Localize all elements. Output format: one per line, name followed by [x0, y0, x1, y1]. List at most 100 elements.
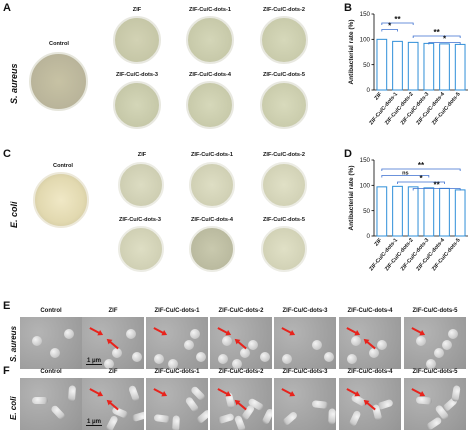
bacterium	[282, 354, 292, 365]
sem-image-control-e	[20, 317, 82, 369]
sem-image-d2-f	[210, 378, 272, 430]
red-arrow-icon	[281, 388, 293, 396]
sem-label-d5-e: ZIF-Cu/C-dots-5	[412, 308, 458, 314]
bacterium	[168, 358, 178, 369]
sem-image-d4-e	[339, 317, 401, 369]
sem-image-d2-e	[210, 317, 272, 369]
bacterium	[105, 414, 119, 430]
y-axis-label: Antibacterial rate (%)	[348, 19, 355, 84]
bar-4	[439, 187, 450, 237]
y-tick-label: 50	[363, 62, 370, 69]
bacterium	[311, 400, 329, 409]
bacterium	[104, 358, 114, 369]
bar-3	[423, 187, 435, 237]
sem-image-d1-f	[146, 378, 208, 430]
sem-label-d2-e: ZIF-Cu/C-dots-2	[218, 308, 264, 314]
plate-d1-c	[189, 162, 235, 208]
sem-image-zif-e: 1 μm	[82, 317, 144, 369]
chart-d: 0 50 100 150 Antibacterial rate (%) ZIF ZIF-Cu…	[348, 157, 468, 272]
bacterium	[49, 404, 67, 421]
plate-d3-a	[113, 81, 161, 129]
plate-d5-c	[261, 226, 307, 272]
bacterium	[261, 408, 272, 426]
bacterium	[434, 348, 444, 359]
bacterium	[240, 348, 250, 359]
bar-1	[392, 40, 403, 91]
plate-label-d3-a: ZIF-Cu/C-dots-3	[116, 72, 158, 78]
panel-label-a: A	[3, 2, 11, 14]
sem-label-zif-f: ZIF	[108, 369, 118, 375]
bacterium	[196, 352, 206, 363]
bar-1	[392, 185, 403, 237]
bacterium	[195, 409, 208, 425]
sem-image-zif-f: 1 μm	[82, 378, 144, 430]
bacterium	[154, 354, 164, 365]
x-tick-label-0: ZIF	[374, 237, 384, 248]
y-axis-label: Antibacterial rate (%)	[348, 165, 355, 230]
plate-d1-a	[186, 16, 234, 64]
sem-image-d3-e	[274, 317, 336, 369]
plate-d4-c	[189, 226, 235, 272]
bacterium	[451, 385, 461, 403]
bacterium	[232, 358, 242, 369]
bracket-0	[381, 168, 461, 171]
bracket-label-1: ns	[402, 171, 409, 177]
plate-label-d5-a: ZIF-Cu/C-dots-5	[263, 72, 305, 78]
bracket-2	[412, 35, 461, 38]
bacterium	[190, 329, 200, 340]
bracket-label-0: **	[394, 15, 401, 24]
plate-label-d2-c: ZIF-Cu/C-dots-2	[263, 152, 305, 158]
panel-label-c: C	[3, 148, 11, 160]
sem-label-d2-f: ZIF-Cu/C-dots-2	[218, 369, 264, 375]
bacterium	[312, 339, 322, 350]
bacterium	[377, 339, 387, 350]
sem-organism-label-e-coli: E. coli	[9, 396, 18, 420]
sem-label-d3-e: ZIF-Cu/C-dots-3	[282, 308, 328, 314]
plate-d4-a	[186, 81, 234, 129]
bracket-label-2: **	[434, 28, 441, 37]
bacterium	[184, 339, 194, 350]
bacterium	[347, 354, 357, 365]
scale-bar: 1 μm	[86, 358, 103, 365]
bracket-3	[412, 188, 461, 191]
bacterium	[222, 335, 232, 346]
bacterium	[351, 335, 361, 346]
red-arrow-icon	[89, 327, 101, 335]
bar-3	[423, 42, 435, 91]
bacterium	[448, 329, 458, 340]
bacterium	[348, 410, 362, 428]
plate-d2-a	[260, 16, 308, 64]
sem-image-d1-e	[146, 317, 208, 369]
chart-b: 0 50 100 150 Antibacterial rate (%) ZIF ZIF-Cu…	[348, 11, 468, 126]
sem-label-d5-f: ZIF-Cu/C-dots-5	[412, 369, 458, 375]
panel-label-b: B	[344, 2, 352, 14]
organism-label-e-coli: E. coli	[9, 201, 19, 228]
bar-5	[454, 43, 466, 91]
bracket-label-0: **	[418, 161, 425, 170]
sem-image-d5-e	[404, 317, 466, 369]
bacterium	[324, 352, 334, 363]
bracket-2	[397, 181, 445, 184]
y-tick-label: 0	[367, 233, 371, 240]
bacterium	[67, 385, 77, 403]
plate-d3-c	[118, 226, 164, 272]
x-tick-label-5: ZIF-Cu/C-dots-5	[431, 91, 462, 126]
red-arrow-icon	[411, 388, 423, 396]
red-arrow-icon	[153, 327, 165, 335]
bar-0	[376, 186, 388, 237]
plate-label-control-c: Control	[53, 163, 73, 169]
plate-control-c	[33, 172, 89, 228]
bacterium	[442, 339, 452, 350]
y-tick-label: 50	[363, 208, 370, 215]
sem-image-d3-f	[274, 378, 336, 430]
plate-label-d3-c: ZIF-Cu/C-dots-3	[119, 217, 161, 223]
bar-5	[454, 189, 466, 237]
bacterium	[218, 354, 228, 365]
bacterium	[281, 411, 299, 427]
bracket-1	[381, 29, 398, 32]
sem-label-zif-e: ZIF	[108, 308, 118, 314]
red-arrow-icon	[153, 388, 165, 396]
bracket-label-2: *	[419, 174, 423, 183]
y-tick-label: 150	[360, 11, 371, 18]
sem-image-d4-f	[339, 378, 401, 430]
